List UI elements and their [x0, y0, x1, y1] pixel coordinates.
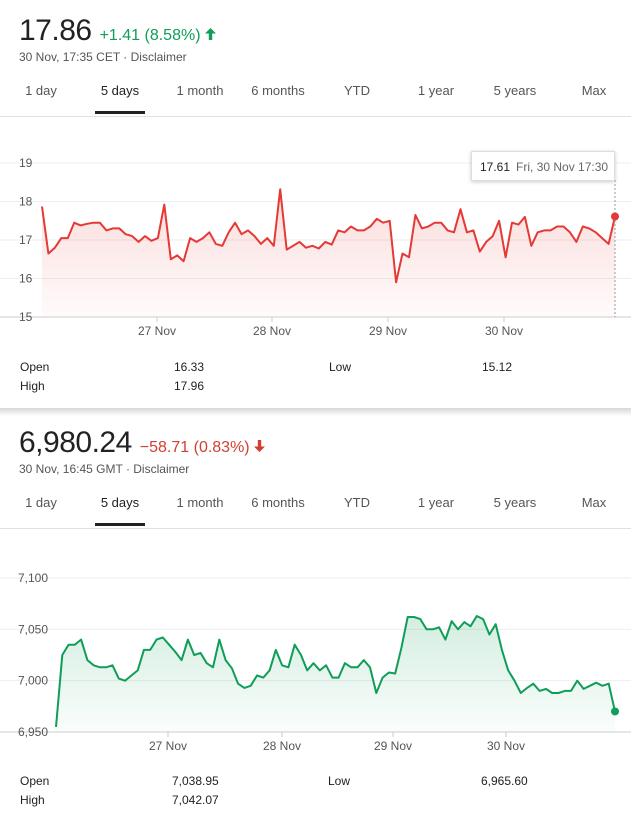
price-chart[interactable]: 19 18 17 16 15 27 Nov 28 Nov 29 Nov 30 Nov: [0, 118, 631, 338]
series-area: [56, 616, 615, 732]
tab-1-day[interactable]: 1 day: [25, 495, 57, 510]
last-point-marker: [611, 212, 619, 221]
card-separator: [0, 408, 631, 416]
price-change: −58.71 (0.83%): [139, 439, 250, 456]
tab-1-year[interactable]: 1 year: [417, 83, 455, 98]
y-tick-label: 7,100: [18, 571, 48, 585]
y-tick-label: 19: [19, 156, 33, 170]
y-tick-label: 18: [19, 195, 33, 209]
timestamp-disclaimer: 30 Nov, 16:45 GMT · Disclaimer: [19, 462, 190, 476]
series-area: [42, 189, 615, 317]
tab-5-days[interactable]: 5 days: [95, 72, 145, 114]
y-tick-label: 7,000: [18, 674, 48, 688]
low-label: Low: [328, 774, 351, 788]
stock-card-1: 17.86 +1.41 (8.58%) 30 Nov, 17:35 CET · …: [0, 14, 631, 393]
tab-5-years[interactable]: 5 years: [493, 83, 537, 98]
price-change: +1.41 (8.58%): [99, 27, 201, 44]
timestamp-disclaimer: 30 Nov, 17:35 CET · Disclaimer: [19, 50, 187, 64]
tab-1-day[interactable]: 1 day: [25, 83, 57, 98]
series-line: [55, 615, 616, 727]
open-label: Open: [20, 774, 50, 788]
price-row: 17.86 +1.41 (8.58%): [19, 14, 216, 48]
high-value: 7,042.07: [172, 793, 219, 807]
tab-6-months[interactable]: 6 months: [251, 83, 305, 98]
high-value: 17.96: [174, 379, 205, 393]
x-tick-label: 29 Nov: [374, 739, 412, 752]
x-tick-label: 27 Nov: [149, 739, 187, 752]
x-tick-label: 28 Nov: [253, 324, 291, 338]
y-tick-label: 6,950: [18, 725, 48, 739]
y-tick-label: 16: [19, 272, 33, 286]
x-tick-label: 27 Nov: [138, 324, 176, 338]
y-tick-label: 15: [19, 310, 33, 324]
low-label: Low: [329, 360, 352, 374]
x-tick-label: 30 Nov: [487, 739, 525, 752]
tooltip-value: 17.61: [480, 160, 511, 174]
price-value: 17.86: [19, 14, 92, 47]
tab-ytd[interactable]: YTD: [344, 495, 370, 510]
tab-max[interactable]: Max: [581, 83, 607, 98]
tab-1-month[interactable]: 1 month: [176, 495, 224, 510]
high-label: High: [20, 793, 45, 807]
price-value: 6,980.24: [19, 426, 132, 459]
tab-max[interactable]: Max: [581, 495, 607, 510]
price-row: 6,980.24 −58.71 (0.83%): [19, 426, 265, 460]
tab-5-years[interactable]: 5 years: [493, 495, 537, 510]
tab-5-days[interactable]: 5 days: [95, 484, 145, 526]
price-chart[interactable]: 7,100 7,050 7,000 6,950 27 Nov 28 Nov 29 Nov 30…: [0, 532, 631, 752]
open-value: 16.33: [174, 360, 205, 374]
range-tabs: 1 day 5 days 1 month 6 months YTD 1 year 5 yea…: [0, 72, 631, 117]
tab-1-month[interactable]: 1 month: [176, 83, 224, 98]
arrow-up-icon: [204, 27, 216, 44]
open-label: Open: [20, 360, 50, 374]
series-line: [41, 188, 616, 284]
low-value: 15.12: [482, 360, 513, 374]
x-tick-label: 30 Nov: [485, 324, 523, 338]
open-value: 7,038.95: [172, 774, 219, 788]
tab-6-months[interactable]: 6 months: [251, 495, 305, 510]
last-point-marker: [611, 707, 619, 716]
x-tick-label: 29 Nov: [369, 324, 407, 338]
tab-1-year[interactable]: 1 year: [417, 495, 455, 510]
tab-ytd[interactable]: YTD: [344, 83, 370, 98]
arrow-down-icon: [253, 439, 265, 456]
tooltip-date: Fri, 30 Nov 17:30: [516, 160, 609, 174]
chart-tooltip: 17.61 Fri, 30 Nov 17:30: [471, 151, 615, 181]
low-value: 6,965.60: [481, 774, 528, 788]
y-tick-label: 17: [19, 233, 33, 247]
x-tick-label: 28 Nov: [263, 739, 301, 752]
range-tabs: 1 day 5 days 1 month 6 months YTD 1 year 5 yea…: [0, 484, 631, 529]
stock-card-2: 6,980.24 −58.71 (0.83%) 30 Nov, 16:45 GM…: [0, 414, 631, 815]
y-tick-label: 7,050: [18, 622, 48, 636]
high-label: High: [20, 379, 45, 393]
